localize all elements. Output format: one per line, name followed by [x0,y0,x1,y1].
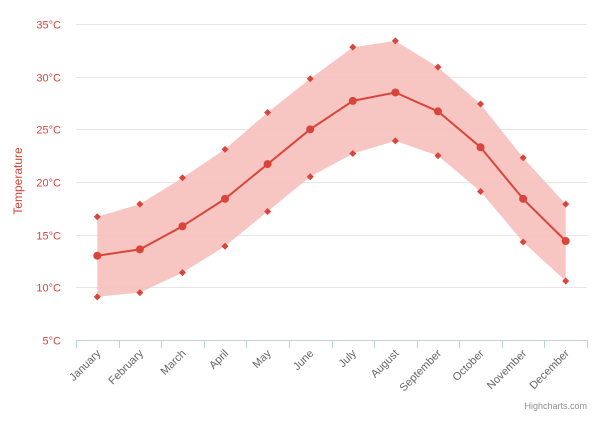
range-high-marker[interactable] [93,213,101,221]
range-high-marker[interactable] [562,200,570,208]
average-point-marker[interactable] [178,222,187,231]
average-point-marker[interactable] [306,125,315,134]
range-high-marker[interactable] [178,174,186,182]
range-high-marker[interactable] [349,43,357,51]
y-tick-label: 30°C [36,73,61,85]
average-point-marker[interactable] [433,107,442,116]
range-low-marker[interactable] [93,293,101,301]
range-area-series [97,40,566,297]
y-tick-label: 15°C [36,231,61,243]
average-point-marker[interactable] [263,160,272,169]
data-markers [93,37,570,301]
average-line [97,91,567,257]
average-line-series [97,91,567,257]
x-tick-label: April [207,348,231,372]
y-tick-label: 35°C [36,20,61,32]
y-tick-label: 5°C [43,336,62,348]
average-point-marker[interactable] [348,96,357,105]
x-tick-label: June [291,348,316,373]
y-tick-label: 25°C [36,125,61,137]
range-high-marker[interactable] [434,63,442,71]
range-high-marker[interactable] [264,108,272,116]
range-high-marker[interactable] [519,154,527,162]
y-tick-label: 10°C [36,283,61,295]
range-low-marker[interactable] [562,277,570,285]
x-tick-label: September [398,347,445,394]
range-low-marker[interactable] [434,152,442,160]
range-high-marker[interactable] [306,75,314,83]
range-low-marker[interactable] [519,238,527,246]
range-area [97,40,566,297]
range-high-marker[interactable] [136,200,144,208]
x-tick-label: December [527,347,572,392]
range-low-marker[interactable] [178,269,186,277]
x-tick-label: October [451,347,487,383]
x-tick-label: February [106,347,146,387]
x-tick-label: March [158,348,188,378]
y-axis-title: Temperature [11,147,25,215]
x-tick-label: July [337,347,360,370]
range-low-marker[interactable] [306,173,314,181]
range-high-marker[interactable] [477,100,485,108]
average-point-marker[interactable] [561,236,570,245]
x-tick-label: May [251,347,275,371]
average-point-marker[interactable] [391,88,400,97]
range-low-marker[interactable] [391,137,399,145]
x-tick-label: November [485,347,530,392]
credits-link[interactable]: Highcharts.com [524,401,587,411]
x-tick-label: January [67,347,104,384]
range-low-marker[interactable] [264,207,272,215]
y-tick-label: 20°C [36,178,61,190]
average-point-marker[interactable] [93,251,102,260]
average-point-marker[interactable] [476,143,485,152]
range-low-marker[interactable] [136,289,144,297]
range-high-marker[interactable] [391,37,399,45]
average-point-marker[interactable] [519,194,528,203]
range-low-marker[interactable] [221,242,229,250]
range-low-marker[interactable] [349,150,357,158]
x-tick-label: August [369,348,402,381]
average-point-marker[interactable] [135,245,144,254]
average-point-marker[interactable] [221,194,230,203]
range-high-marker[interactable] [221,145,229,153]
range-low-marker[interactable] [477,187,485,195]
